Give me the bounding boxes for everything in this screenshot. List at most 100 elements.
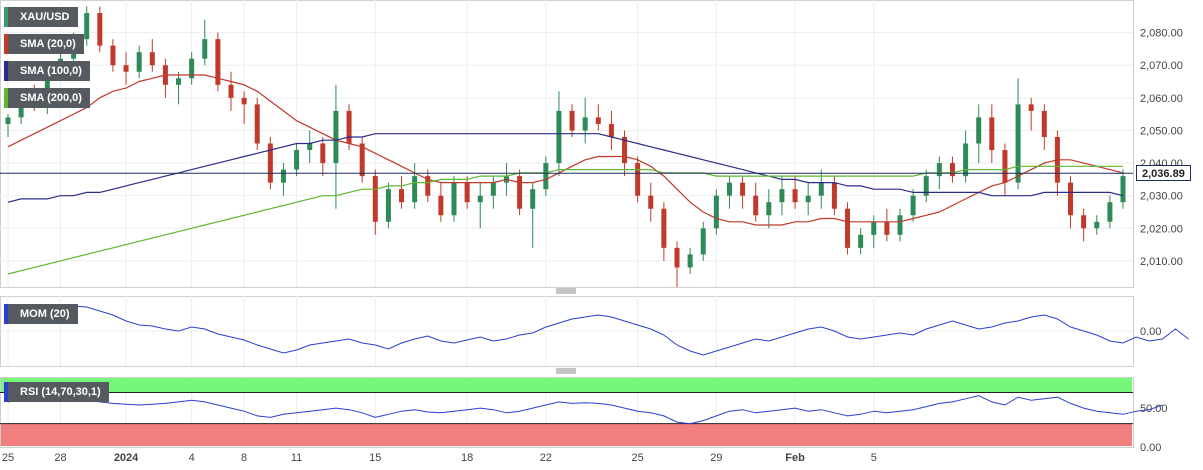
- candle-body: [569, 110, 575, 131]
- y-tick-label: 2,050.00: [1140, 125, 1183, 137]
- candle-body: [1107, 202, 1113, 222]
- legend-mom[interactable]: MOM (20): [4, 304, 78, 324]
- y-tick-label: 2,030.00: [1140, 191, 1183, 203]
- candle-body: [1068, 182, 1074, 216]
- candle-body: [215, 39, 221, 85]
- current-price-label: 2,036.89: [1136, 165, 1191, 182]
- candle-body: [517, 176, 523, 209]
- candle-body: [595, 117, 601, 124]
- candle-body: [307, 143, 313, 151]
- y-tick-label: 50.00: [1140, 403, 1168, 415]
- candle-body: [1002, 150, 1008, 183]
- candle-body: [989, 117, 995, 151]
- x-tick-label: 25: [2, 452, 14, 464]
- y-tick-label: 2,020.00: [1140, 223, 1183, 235]
- x-tick-label: 29: [710, 452, 722, 464]
- candle-body: [477, 195, 483, 203]
- candle-body: [818, 182, 824, 196]
- candle-body: [320, 143, 326, 164]
- candle-body: [267, 143, 273, 183]
- panel-frame-1: [0, 0, 1134, 288]
- rsi-line: [7, 395, 1163, 425]
- candle-body: [451, 182, 457, 216]
- candle-body: [910, 195, 916, 216]
- candle-body: [871, 221, 877, 235]
- candle-body: [425, 176, 431, 196]
- candle-body: [1041, 110, 1047, 137]
- candle-body: [189, 58, 195, 79]
- candle-body: [949, 163, 955, 177]
- candle-body: [1081, 215, 1087, 229]
- y-tick-label: 0.00: [1140, 326, 1161, 338]
- x-tick-label: 4: [189, 452, 195, 464]
- candle-body: [346, 110, 352, 144]
- candle-body: [858, 234, 864, 248]
- legend-rsi[interactable]: RSI (14,70,30,1): [4, 382, 109, 402]
- x-tick-label: 8: [241, 452, 247, 464]
- candle-body: [648, 195, 654, 209]
- candle-body: [884, 221, 890, 235]
- x-tick-label: 18: [461, 452, 473, 464]
- legend-symbol[interactable]: XAU/USD: [4, 7, 78, 27]
- candle-body: [530, 189, 536, 209]
- x-tick-label: 28: [54, 452, 66, 464]
- candle-body: [963, 143, 969, 177]
- x-tick-label: 22: [540, 452, 552, 464]
- x-tick-label: 25: [632, 452, 644, 464]
- legend-sma20[interactable]: SMA (20,0): [4, 34, 84, 54]
- candle-body: [97, 13, 103, 46]
- candle-body: [412, 176, 418, 203]
- candle-body: [792, 189, 798, 203]
- candle-body: [241, 97, 247, 105]
- candle-body: [700, 228, 706, 255]
- candle-body: [176, 78, 182, 85]
- candle-body: [556, 110, 562, 164]
- x-tick-label: 2024: [114, 452, 139, 464]
- candle-body: [726, 182, 732, 196]
- candle-body: [923, 176, 929, 196]
- candle-body: [359, 143, 365, 177]
- y-tick-label: 2,060.00: [1140, 93, 1183, 105]
- rsi-oversold-band: [1, 423, 1132, 446]
- candle-body: [372, 176, 378, 222]
- candle-body: [464, 182, 470, 203]
- candle-body: [766, 202, 772, 216]
- legend-sma200[interactable]: SMA (200,0): [4, 88, 90, 108]
- legend-sma100[interactable]: SMA (100,0): [4, 61, 90, 81]
- candle-body: [5, 117, 11, 124]
- candle-body: [1120, 176, 1126, 203]
- candle-body: [897, 215, 903, 235]
- candle-body: [438, 195, 444, 216]
- sma-line-2: [7, 133, 1124, 203]
- candle-body: [149, 52, 155, 66]
- candle-body: [543, 163, 549, 190]
- candle-body: [661, 208, 667, 248]
- candle-body: [333, 110, 339, 164]
- candle-body: [280, 169, 286, 183]
- candle-body: [254, 104, 260, 144]
- candle-body: [740, 182, 746, 196]
- candle-body: [582, 117, 588, 131]
- candle-body: [805, 195, 811, 203]
- candle-body: [976, 117, 982, 144]
- candle-body: [831, 182, 837, 209]
- candle-body: [608, 123, 614, 137]
- candle-body: [936, 163, 942, 177]
- x-tick-label: Feb: [785, 452, 805, 464]
- candle-body: [1094, 221, 1100, 229]
- x-tick-label: 15: [369, 452, 381, 464]
- candle-body: [490, 182, 496, 196]
- candle-body: [136, 52, 142, 72]
- candle-body: [1028, 104, 1034, 111]
- y-tick-label: 0.00: [1140, 442, 1161, 454]
- candle-body: [713, 195, 719, 229]
- candle-body: [202, 39, 208, 59]
- y-tick-label: 2,080.00: [1140, 28, 1183, 40]
- candle-body: [385, 189, 391, 222]
- candle-body: [845, 208, 851, 248]
- x-tick-label: 11: [291, 452, 302, 464]
- candle-body: [110, 45, 116, 66]
- rsi-overbought-band: [1, 378, 1132, 393]
- candle-body: [399, 189, 405, 203]
